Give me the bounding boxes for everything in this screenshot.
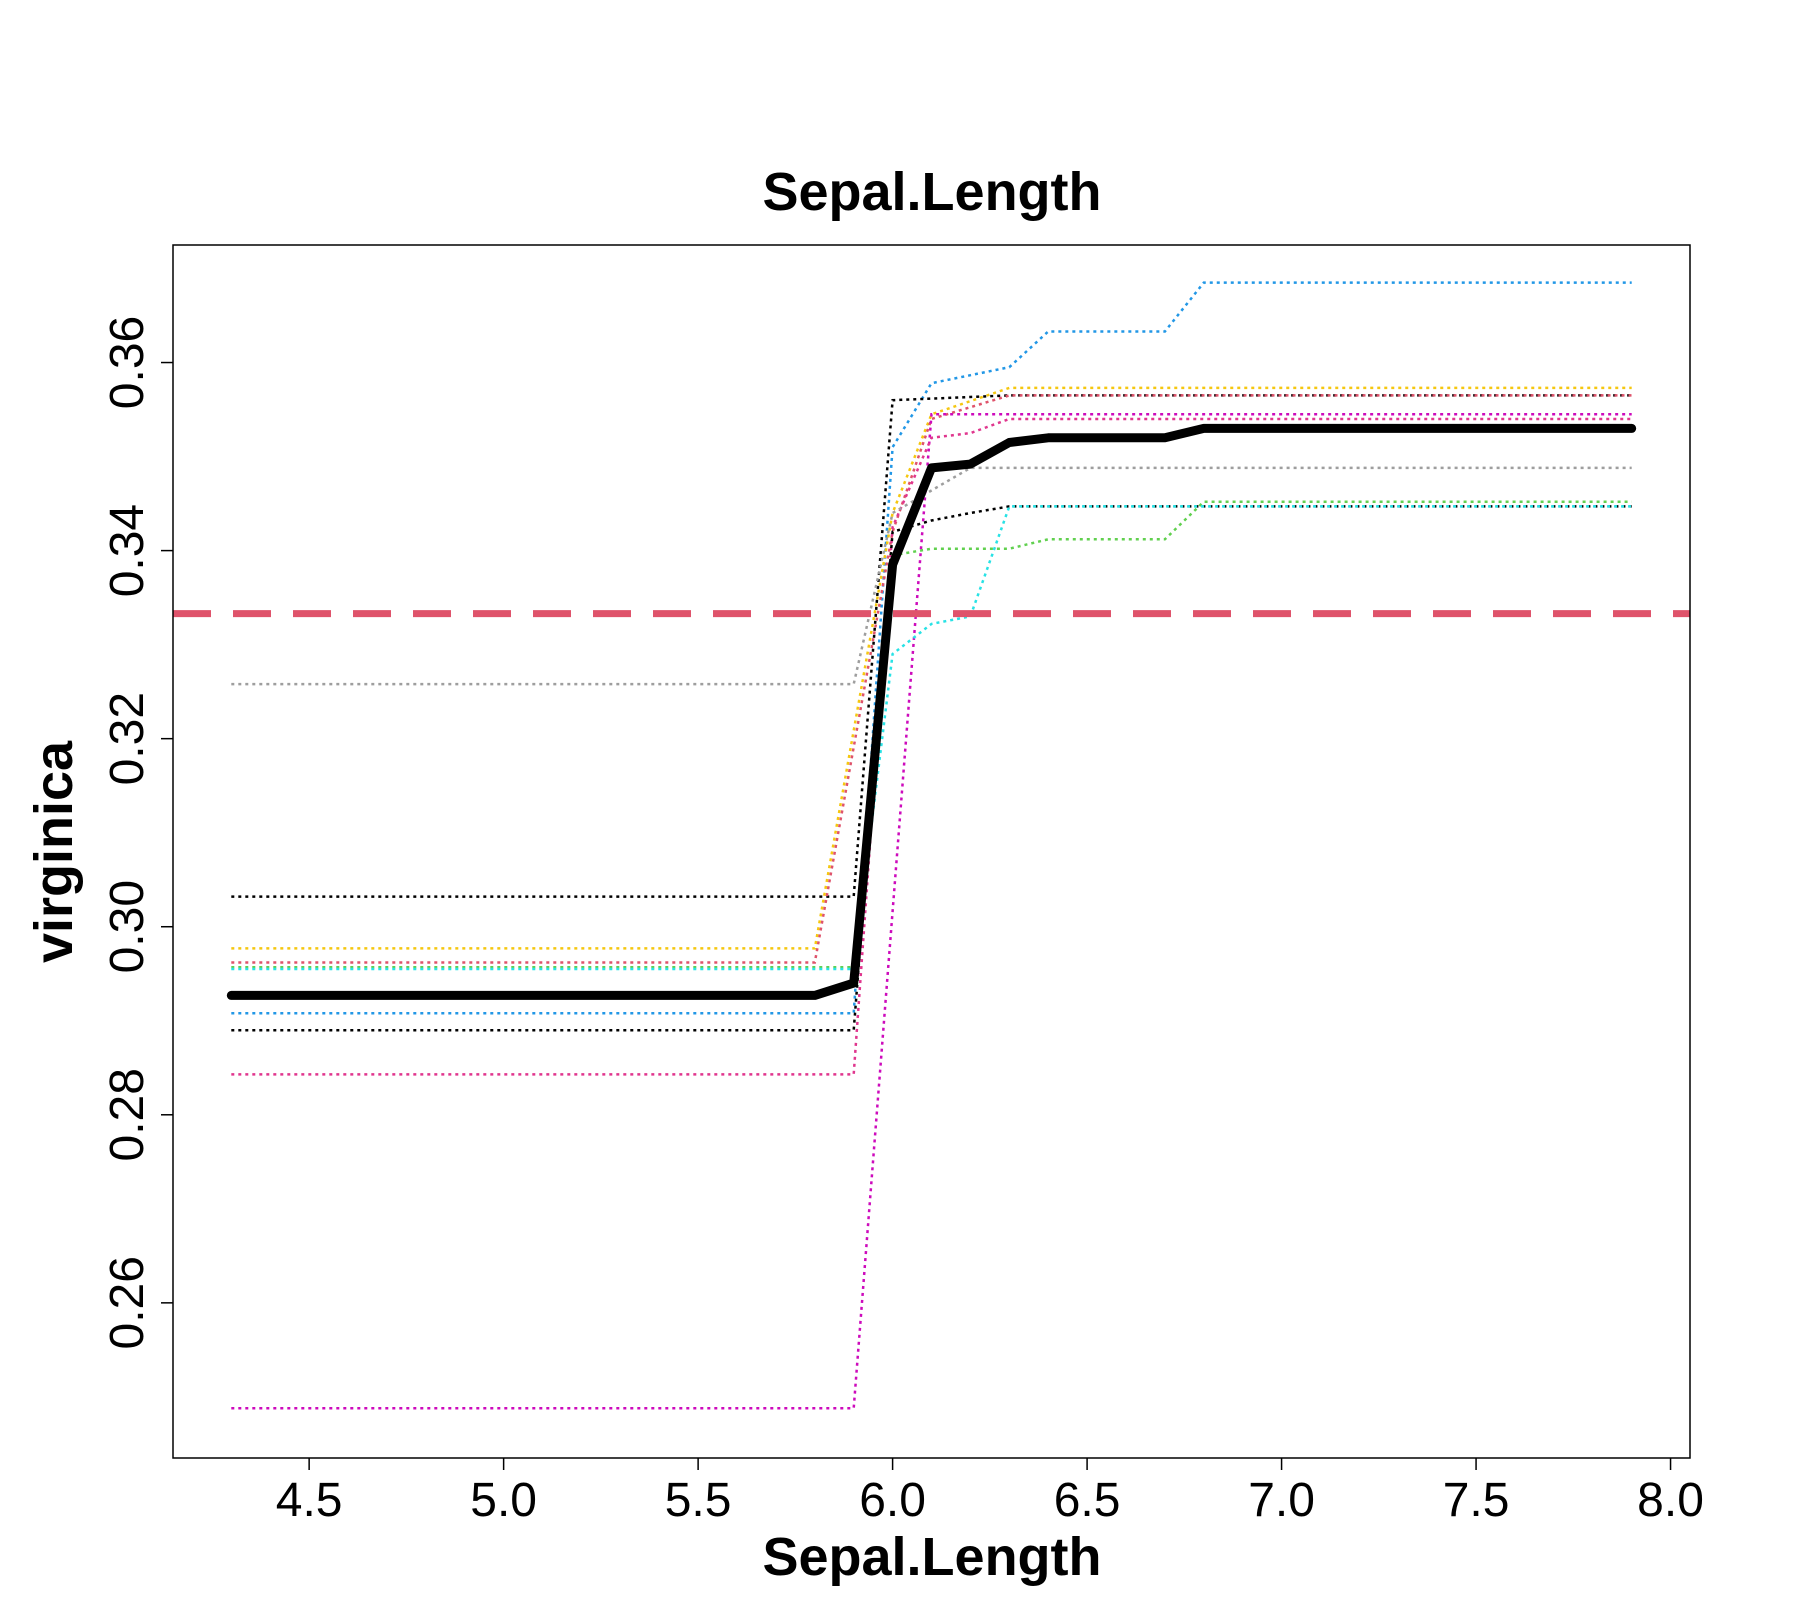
y-tick-label: 0.32: [101, 692, 154, 785]
x-tick-label: 6.0: [859, 1474, 926, 1527]
x-tick-label: 7.5: [1443, 1474, 1510, 1527]
x-tick-label: 5.5: [665, 1474, 732, 1527]
chart-title: Sepal.Length: [762, 162, 1101, 222]
y-tick-label: 0.30: [101, 880, 154, 973]
x-axis-label: Sepal.Length: [762, 1527, 1101, 1587]
series-line-10: [231, 505, 1632, 971]
x-tick-label: 4.5: [276, 1474, 343, 1527]
x-axis: 4.5 5.0 5.5 6.0 6.5 7.0 7.5 8.0: [276, 1458, 1704, 1527]
y-tick-label: 0.34: [101, 504, 154, 597]
y-axis: 0.26 0.28 0.30 0.32 0.34 0.36: [101, 316, 173, 1350]
series-line-5: [231, 413, 1632, 1410]
x-tick-label: 7.0: [1248, 1474, 1315, 1527]
series-line-1: [231, 281, 1632, 1015]
series-line-8: [231, 505, 1632, 1032]
series-line-2: [231, 386, 1632, 950]
y-axis-label: virginica: [24, 740, 84, 963]
y-tick-label: 0.26: [101, 1256, 154, 1349]
x-tick-label: 5.0: [470, 1474, 537, 1527]
series-line-4: [231, 394, 1632, 964]
y-tick-label: 0.28: [101, 1068, 154, 1161]
average-line: [226, 423, 1637, 1000]
series-layer: [231, 281, 1632, 1410]
plot-frame: [172, 244, 1691, 1459]
x-tick-label: 8.0: [1637, 1474, 1704, 1527]
plot-area: [173, 281, 1690, 1410]
x-tick-label: 6.5: [1054, 1474, 1121, 1527]
y-tick-label: 0.36: [101, 316, 154, 409]
series-line-7: [231, 466, 1632, 686]
series-line-9: [231, 500, 1632, 969]
series-line-6: [231, 417, 1632, 1076]
average-layer: [226, 423, 1637, 1000]
